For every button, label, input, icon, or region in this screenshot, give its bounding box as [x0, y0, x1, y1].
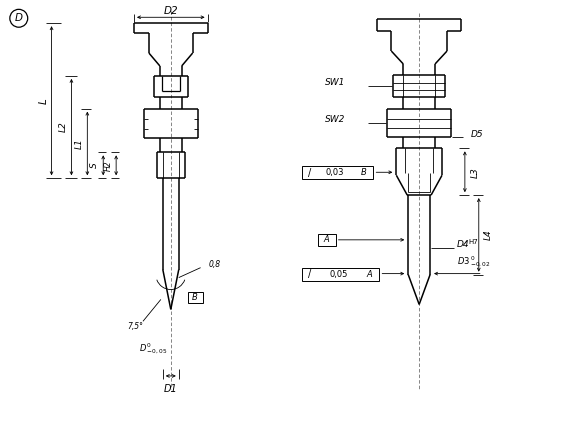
Text: H2: H2	[104, 160, 113, 171]
Text: A: A	[367, 269, 372, 278]
Text: A: A	[324, 236, 329, 245]
Text: H7: H7	[469, 239, 478, 245]
Text: 0,8: 0,8	[208, 260, 221, 269]
Text: $D3\,^0_{-0,02}$: $D3\,^0_{-0,02}$	[457, 254, 491, 269]
Text: D4: D4	[457, 240, 470, 249]
Text: B: B	[361, 168, 367, 177]
Text: L3: L3	[470, 167, 480, 178]
Text: L: L	[38, 98, 49, 104]
Text: D5: D5	[471, 130, 484, 139]
Text: L4: L4	[484, 230, 493, 240]
Text: S: S	[90, 163, 99, 168]
Text: SW1: SW1	[325, 79, 346, 88]
Text: $D\,^0_{-0,05}$: $D\,^0_{-0,05}$	[139, 342, 167, 356]
Text: SW2: SW2	[325, 115, 346, 124]
Text: D2: D2	[164, 6, 178, 16]
Text: D1: D1	[164, 384, 178, 394]
Text: B: B	[192, 293, 198, 302]
Text: L2: L2	[59, 121, 68, 132]
Bar	[302, 166, 374, 179]
Text: 0,03: 0,03	[326, 168, 345, 177]
Text: /: /	[308, 269, 311, 279]
Text: L1: L1	[75, 138, 84, 149]
Bar	[318, 234, 336, 246]
Text: 0,05: 0,05	[329, 269, 347, 278]
Bar	[302, 268, 379, 281]
Text: 7,5°: 7,5°	[127, 322, 143, 331]
Bar	[187, 293, 203, 303]
Text: D: D	[15, 13, 23, 23]
Text: /: /	[308, 168, 311, 178]
